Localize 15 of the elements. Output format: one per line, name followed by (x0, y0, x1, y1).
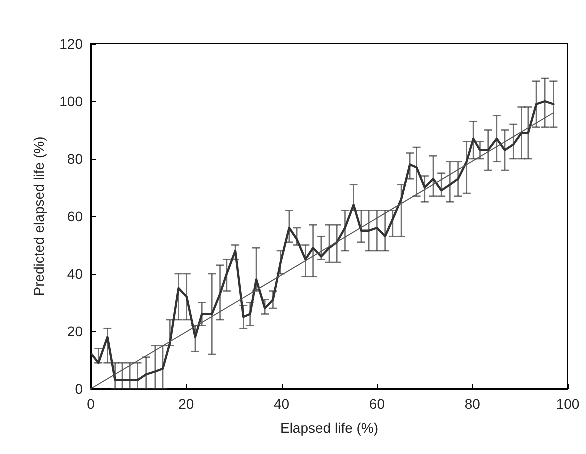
x-tick-label: 60 (369, 396, 386, 412)
y-tick-label: 80 (67, 151, 84, 167)
y-axis-title: Predicted elapsed life (%) (31, 136, 47, 296)
y-tick-label: 60 (67, 208, 84, 224)
x-tick-label: 20 (178, 396, 194, 412)
x-tick-label: 80 (464, 396, 481, 412)
y-tick-label: 0 (75, 381, 84, 397)
y-tick-label: 20 (67, 324, 84, 340)
x-tick-label: 100 (556, 396, 580, 412)
x-axis-title: Elapsed life (%) (280, 420, 379, 436)
y-tick-label: 100 (60, 94, 84, 110)
x-tick-label: 40 (274, 396, 290, 412)
y-tick-label: 40 (67, 266, 84, 282)
x-tick-label: 0 (87, 396, 96, 412)
y-tick-label: 120 (60, 36, 84, 52)
